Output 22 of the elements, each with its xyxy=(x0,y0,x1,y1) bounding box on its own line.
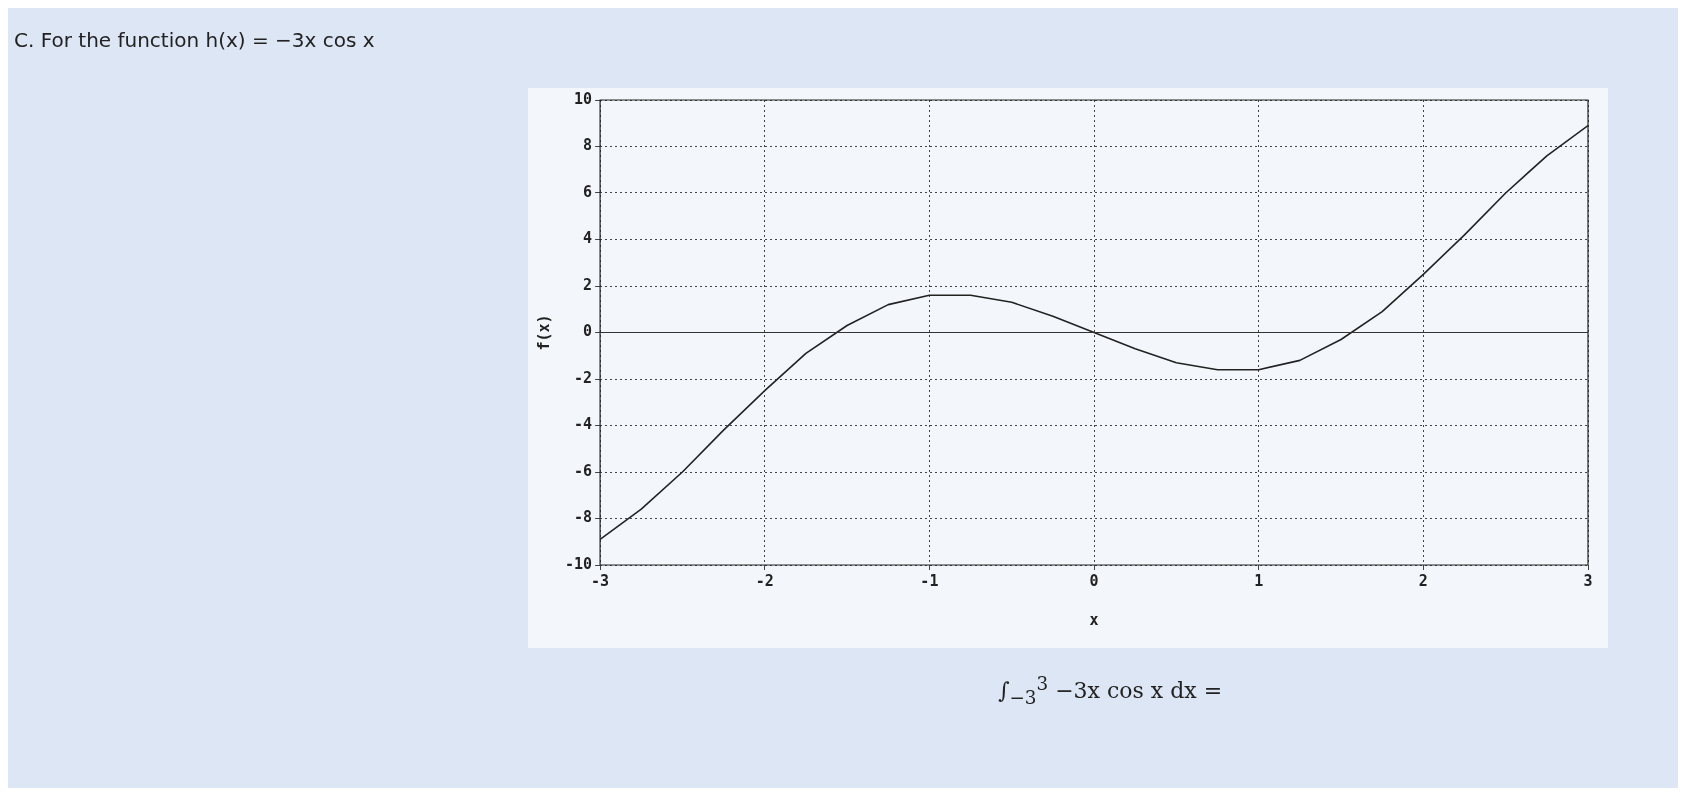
y-tick-label: -10 xyxy=(565,554,593,573)
y-tick-label: 6 xyxy=(583,182,593,201)
y-tick-label: 0 xyxy=(583,322,593,341)
y-tick-label: 8 xyxy=(583,136,593,155)
x-tick-label: 0 xyxy=(1089,571,1099,590)
x-tick-label: -3 xyxy=(591,571,610,590)
x-axis-title: x xyxy=(1089,610,1099,629)
y-tick-label: -2 xyxy=(574,368,593,387)
y-axis-title: f(x) xyxy=(534,314,553,351)
y-tick-label: -8 xyxy=(574,508,593,527)
x-tick-label: -1 xyxy=(920,571,939,590)
y-tick-label: -4 xyxy=(574,415,593,434)
text: ∫$_{−3}$$^{3}$ −3x cos x dx = xyxy=(998,673,1223,708)
y-tick-label: 2 xyxy=(583,275,593,294)
x-tick-label: 1 xyxy=(1254,571,1264,590)
x-tick-label: -2 xyxy=(755,571,774,590)
y-tick-label: 10 xyxy=(574,89,593,108)
y-tick-label: -6 xyxy=(574,461,593,480)
y-tick-label: 4 xyxy=(583,229,593,248)
text: C. For the function h(x) = −3x cos x xyxy=(14,28,375,52)
x-tick-label: 2 xyxy=(1418,571,1428,590)
x-tick-label: 3 xyxy=(1583,571,1593,590)
